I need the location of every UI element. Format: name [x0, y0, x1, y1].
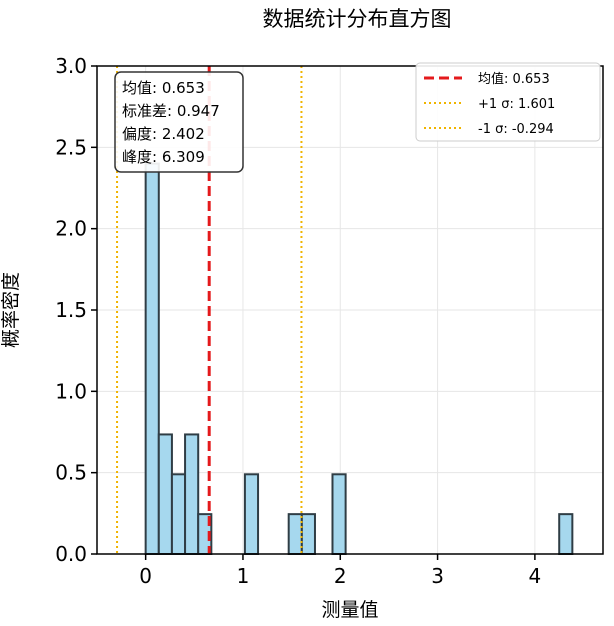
- y-tick-label: 0.5: [55, 461, 87, 485]
- histogram-bar: [558, 513, 574, 555]
- chart-title: 数据统计分布直方图: [263, 7, 452, 31]
- legend-minus-sigma-label: -1 σ: -0.294: [478, 122, 554, 137]
- y-axis-ticks: 0.0 0.5 1.0 1.5 2.0 2.5 3.0: [55, 54, 97, 566]
- x-tick-label: 0: [139, 564, 152, 588]
- histogram-bar: [287, 513, 303, 555]
- stat-std: 标准差: 0.947: [122, 102, 220, 120]
- stats-box: 均值: 0.653 标准差: 0.947 偏度: 2.402 峰度: 6.309: [114, 71, 244, 173]
- x-axis-ticks: 0 1 2 3 4: [139, 554, 541, 588]
- x-tick-label: 4: [529, 564, 542, 588]
- histogram-bar: [184, 433, 200, 555]
- y-tick-label: 3.0: [55, 54, 87, 78]
- y-axis-label: 概率密度: [0, 272, 22, 348]
- y-tick-label: 1.5: [55, 298, 87, 322]
- legend-plus-sigma-label: +1 σ: 1.601: [478, 97, 555, 112]
- histogram-bar: [300, 513, 316, 555]
- legend-mean-label: 均值: 0.653: [478, 71, 550, 87]
- stats-box-frame: [114, 71, 244, 173]
- y-tick-label: 1.0: [55, 379, 87, 403]
- histogram-bar: [157, 433, 173, 555]
- legend-frame: [415, 62, 601, 142]
- stat-kurtosis: 峰度: 6.309: [122, 148, 205, 166]
- y-tick-label: 2.5: [55, 135, 87, 159]
- x-tick-label: 3: [431, 564, 444, 588]
- y-tick-label: 0.0: [55, 542, 87, 566]
- legend: 均值: 0.653 +1 σ: 1.601 -1 σ: -0.294: [415, 62, 601, 142]
- x-axis-label: 测量值: [321, 599, 378, 621]
- histogram-bar: [243, 473, 260, 555]
- y-tick-label: 2.0: [55, 217, 87, 241]
- stat-mean: 均值: 0.653: [122, 79, 205, 97]
- x-tick-label: 2: [334, 564, 347, 588]
- histogram-bar: [144, 162, 160, 555]
- x-tick-label: 1: [237, 564, 250, 588]
- histogram-bar: [331, 473, 347, 555]
- histogram-bar: [170, 473, 187, 555]
- stat-skew: 偏度: 2.402: [122, 125, 205, 143]
